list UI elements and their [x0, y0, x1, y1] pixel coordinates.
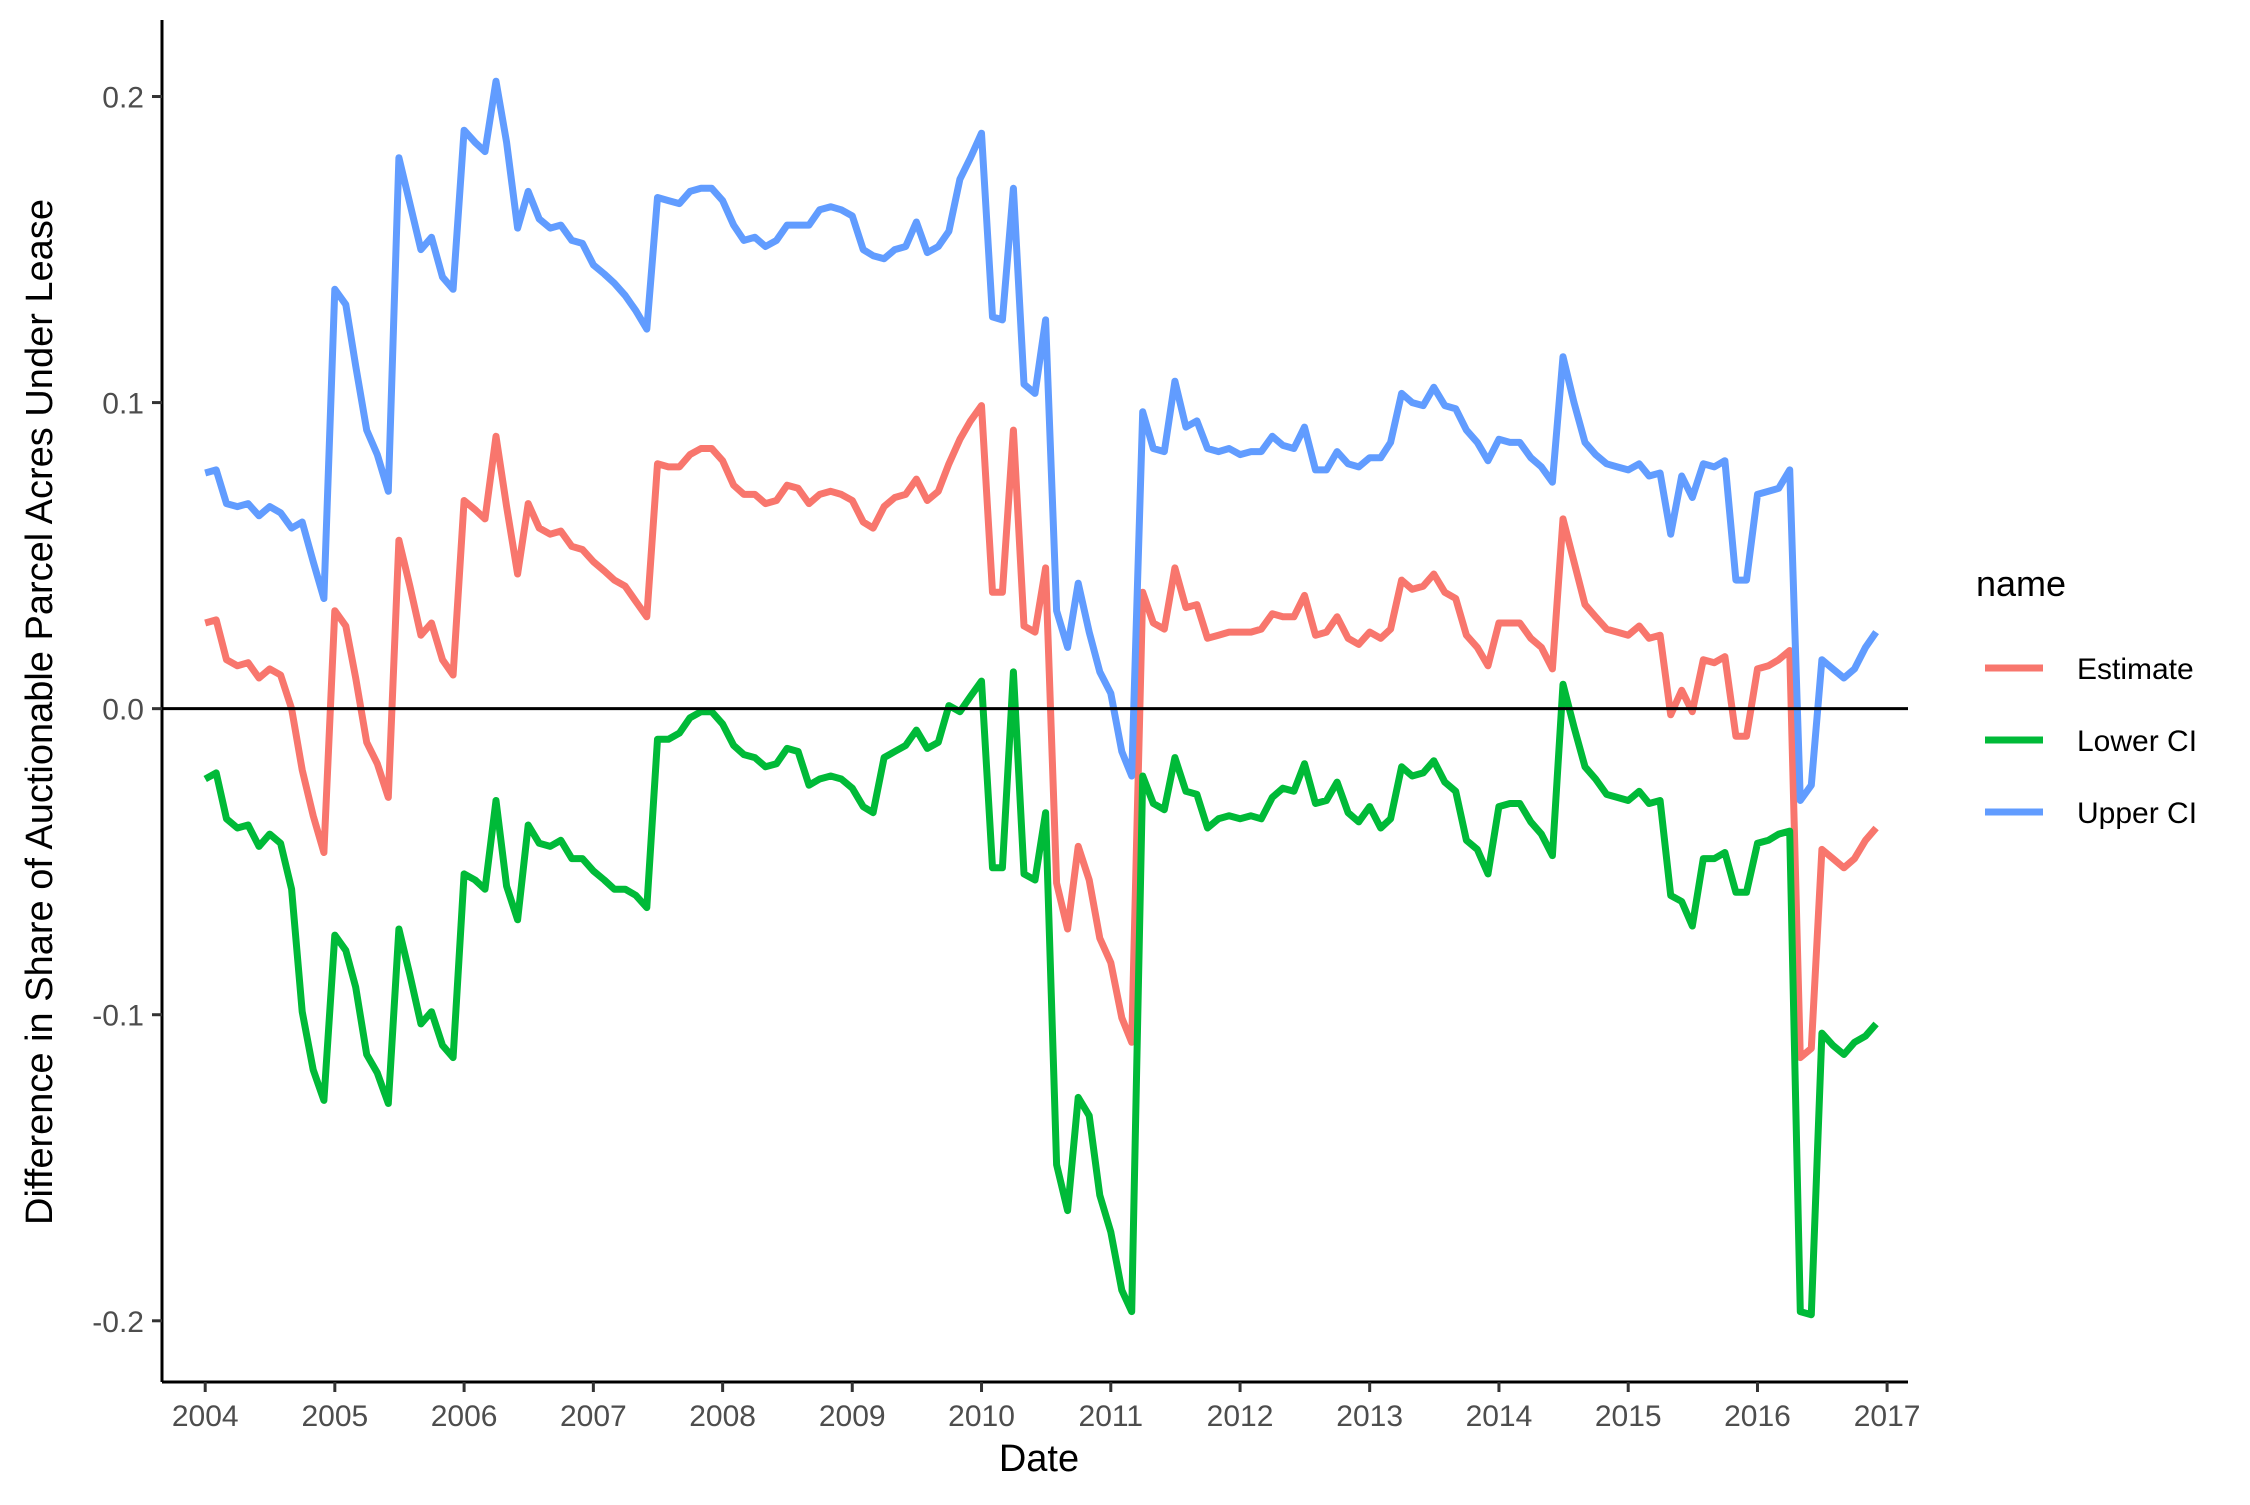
- y-tick-label: 0.0: [102, 694, 144, 727]
- x-tick-label: 2017: [1854, 1400, 1921, 1433]
- legend-label: Upper CI: [2077, 797, 2197, 830]
- x-axis-title: Date: [999, 1438, 1079, 1480]
- legend-label: Lower CI: [2077, 725, 2197, 758]
- series-line-estimate: [204, 402, 1879, 1062]
- legend-label: Estimate: [2077, 653, 2194, 686]
- x-tick-label: 2007: [560, 1400, 627, 1433]
- x-tick-label: 2009: [819, 1400, 886, 1433]
- x-tick-label: 2006: [431, 1400, 498, 1433]
- x-tick-label: 2014: [1466, 1400, 1533, 1433]
- x-tick-label: 2005: [301, 1400, 368, 1433]
- legend-items: Estimate Lower CI Upper CI: [1985, 653, 2197, 830]
- y-tick-label: -0.1: [92, 1000, 144, 1033]
- x-tick-label: 2012: [1207, 1400, 1274, 1433]
- x-tick-label: 2011: [1079, 1400, 1144, 1433]
- x-tick-label: 2016: [1724, 1400, 1791, 1433]
- x-tick-label: 2015: [1595, 1400, 1662, 1433]
- x-tick-label: 2010: [948, 1400, 1015, 1433]
- legend-title: name: [1976, 563, 2066, 604]
- x-tick-label: 2008: [689, 1400, 756, 1433]
- axes-layer: 0.2 0.1 0.0 -0.1 -0.2 2004 2005 2006 2007 2008 200…: [92, 20, 1920, 1433]
- series-line-upper-ci: [204, 77, 1879, 804]
- series-line-lower-ci: [203, 668, 1879, 1319]
- y-tick-label: 0.2: [102, 82, 144, 115]
- series-layer: [203, 77, 1879, 1319]
- y-axis-title: Difference in Share of Auctionable Parce…: [19, 199, 61, 1225]
- y-tick-label: -0.2: [92, 1306, 144, 1339]
- y-tick-label: 0.1: [102, 388, 144, 421]
- x-tick-label: 2004: [172, 1400, 239, 1433]
- legend: name Estimate Lower CI Upper CI: [1976, 563, 2197, 830]
- x-tick-label: 2013: [1336, 1400, 1403, 1433]
